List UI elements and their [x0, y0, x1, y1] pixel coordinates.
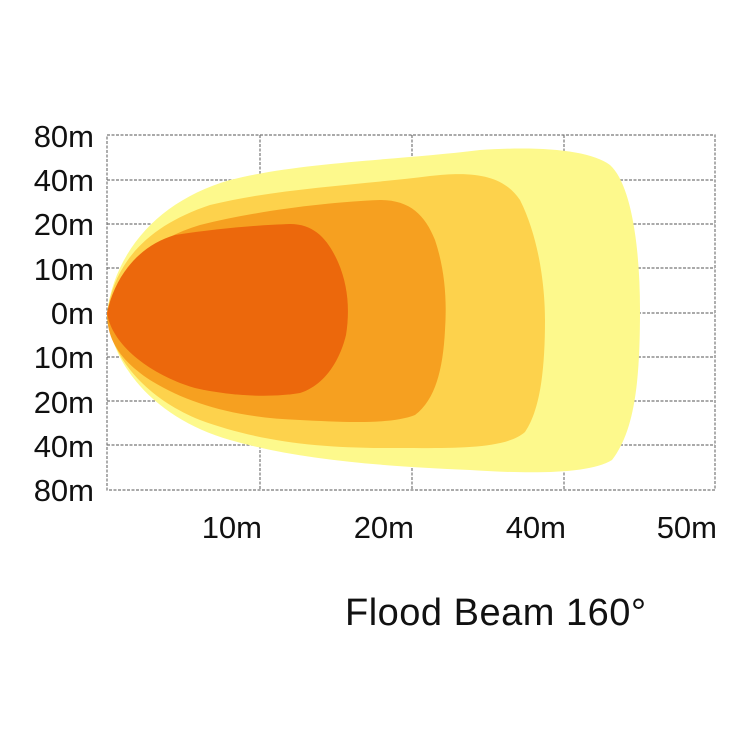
x-tick-label: 10m — [201, 510, 262, 545]
y-tick-label: 80m — [33, 119, 94, 154]
x-tick-label: 20m — [353, 510, 414, 545]
beam-zone-core — [107, 224, 348, 396]
y-tick-label: 40m — [33, 429, 94, 464]
y-tick-label: 20m — [33, 385, 94, 420]
y-tick-label: 20m — [33, 207, 94, 242]
y-tick-label: 40m — [33, 163, 94, 198]
y-tick-label: 0m — [50, 296, 94, 331]
x-tick-label: 40m — [505, 510, 566, 545]
y-tick-label: 10m — [33, 340, 94, 375]
y-tick-label: 10m — [33, 252, 94, 287]
x-tick-label: 50m — [656, 510, 717, 545]
chart-title: Flood Beam 160° — [345, 592, 647, 634]
y-tick-label: 80m — [33, 473, 94, 508]
